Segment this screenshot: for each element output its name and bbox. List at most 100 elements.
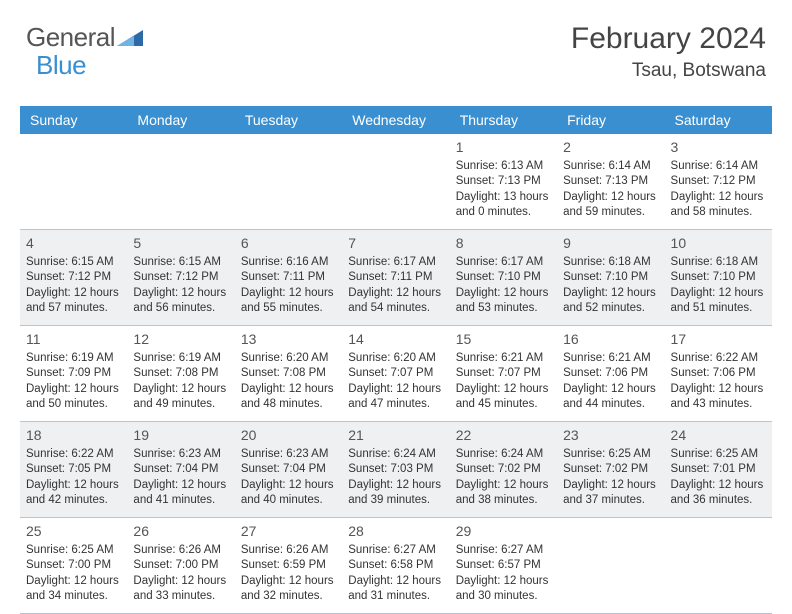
day-number: 10 (671, 234, 766, 253)
calendar-body: 1 Sunrise: 6:13 AMSunset: 7:13 PMDaylight… (20, 134, 772, 614)
day-details: Sunrise: 6:25 AMSunset: 7:00 PMDaylight:… (26, 543, 121, 605)
logo: General (26, 22, 143, 53)
logo-text-blue: Blue (36, 50, 86, 80)
day-details: Sunrise: 6:16 AMSunset: 7:11 PMDaylight:… (241, 255, 336, 317)
day-number: 29 (456, 522, 551, 541)
logo-triangle-icon (117, 24, 143, 51)
day-cell: 3 Sunrise: 6:14 AMSunset: 7:12 PMDaylight… (665, 134, 772, 229)
day-details: Sunrise: 6:27 AMSunset: 6:57 PMDaylight:… (456, 543, 551, 605)
empty-cell (235, 134, 342, 229)
day-details: Sunrise: 6:15 AMSunset: 7:12 PMDaylight:… (133, 255, 228, 317)
day-number: 23 (563, 426, 658, 445)
location: Tsau, Botswana (571, 60, 766, 82)
day-details: Sunrise: 6:19 AMSunset: 7:09 PMDaylight:… (26, 351, 121, 413)
day-number: 2 (563, 138, 658, 157)
day-details: Sunrise: 6:23 AMSunset: 7:04 PMDaylight:… (241, 447, 336, 509)
day-cell: 10 Sunrise: 6:18 AMSunset: 7:10 PMDayligh… (665, 230, 772, 325)
day-cell: 28Sunrise: 6:27 AMSunset: 6:58 PMDayligh… (342, 518, 449, 613)
day-details: Sunrise: 6:25 AMSunset: 7:02 PMDaylight:… (563, 447, 658, 509)
empty-cell (665, 518, 772, 613)
day-cell: 18 Sunrise: 6:22 AMSunset: 7:05 PMDayligh… (20, 422, 127, 517)
day-number: 16 (563, 330, 658, 349)
day-details: Sunrise: 6:20 AMSunset: 7:08 PMDaylight:… (241, 351, 336, 413)
day-details: Sunrise: 6:21 AMSunset: 7:07 PMDaylight:… (456, 351, 551, 413)
day-details: Sunrise: 6:27 AMSunset: 6:58 PMDaylight:… (348, 543, 443, 605)
day-number: 14 (348, 330, 443, 349)
weekday-header: Monday (127, 106, 234, 134)
day-cell: 9Sunrise: 6:18 AMSunset: 7:10 PMDaylight… (557, 230, 664, 325)
header-right: February 2024 Tsau, Botswana (571, 22, 766, 82)
day-number: 26 (133, 522, 228, 541)
day-details: Sunrise: 6:21 AMSunset: 7:06 PMDaylight:… (563, 351, 658, 413)
day-number: 27 (241, 522, 336, 541)
empty-cell (20, 134, 127, 229)
day-number: 6 (241, 234, 336, 253)
weekday-header: Saturday (665, 106, 772, 134)
day-number: 15 (456, 330, 551, 349)
day-number: 17 (671, 330, 766, 349)
day-details: Sunrise: 6:25 AMSunset: 7:01 PMDaylight:… (671, 447, 766, 509)
day-cell: 26 Sunrise: 6:26 AMSunset: 7:00 PMDayligh… (127, 518, 234, 613)
day-details: Sunrise: 6:18 AMSunset: 7:10 PMDaylight:… (671, 255, 766, 317)
day-number: 8 (456, 234, 551, 253)
weekday-row: SundayMondayTuesdayWednesdayThursdayFrid… (20, 106, 772, 134)
day-details: Sunrise: 6:17 AMSunset: 7:10 PMDaylight:… (456, 255, 551, 317)
calendar-week: 18 Sunrise: 6:22 AMSunset: 7:05 PMDayligh… (20, 422, 772, 518)
day-number: 12 (133, 330, 228, 349)
day-number: 21 (348, 426, 443, 445)
day-number: 1 (456, 138, 551, 157)
day-number: 4 (26, 234, 121, 253)
day-details: Sunrise: 6:20 AMSunset: 7:07 PMDaylight:… (348, 351, 443, 413)
weekday-header: Friday (557, 106, 664, 134)
calendar-week: 4 Sunrise: 6:15 AMSunset: 7:12 PMDaylight… (20, 230, 772, 326)
day-cell: 6 Sunrise: 6:16 AMSunset: 7:11 PMDaylight… (235, 230, 342, 325)
day-cell: 20 Sunrise: 6:23 AMSunset: 7:04 PMDayligh… (235, 422, 342, 517)
day-cell: 23 Sunrise: 6:25 AMSunset: 7:02 PMDayligh… (557, 422, 664, 517)
day-details: Sunrise: 6:24 AMSunset: 7:02 PMDaylight:… (456, 447, 551, 509)
day-details: Sunrise: 6:22 AMSunset: 7:05 PMDaylight:… (26, 447, 121, 509)
day-cell: 22Sunrise: 6:24 AMSunset: 7:02 PMDayligh… (450, 422, 557, 517)
day-cell: 8 Sunrise: 6:17 AMSunset: 7:10 PMDaylight… (450, 230, 557, 325)
day-cell: 13Sunrise: 6:20 AMSunset: 7:08 PMDayligh… (235, 326, 342, 421)
day-cell: 1 Sunrise: 6:13 AMSunset: 7:13 PMDaylight… (450, 134, 557, 229)
day-number: 25 (26, 522, 121, 541)
day-details: Sunrise: 6:14 AMSunset: 7:12 PMDaylight:… (671, 159, 766, 221)
day-number: 19 (133, 426, 228, 445)
day-cell: 27Sunrise: 6:26 AMSunset: 6:59 PMDayligh… (235, 518, 342, 613)
day-number: 18 (26, 426, 121, 445)
day-cell: 25 Sunrise: 6:25 AMSunset: 7:00 PMDayligh… (20, 518, 127, 613)
day-number: 24 (671, 426, 766, 445)
day-number: 20 (241, 426, 336, 445)
month-title: February 2024 (571, 22, 766, 56)
day-cell: 12 Sunrise: 6:19 AMSunset: 7:08 PMDayligh… (127, 326, 234, 421)
day-details: Sunrise: 6:19 AMSunset: 7:08 PMDaylight:… (133, 351, 228, 413)
day-cell: 21Sunrise: 6:24 AMSunset: 7:03 PMDayligh… (342, 422, 449, 517)
weekday-header: Wednesday (342, 106, 449, 134)
day-cell: 4 Sunrise: 6:15 AMSunset: 7:12 PMDaylight… (20, 230, 127, 325)
empty-cell (127, 134, 234, 229)
day-details: Sunrise: 6:26 AMSunset: 7:00 PMDaylight:… (133, 543, 228, 605)
empty-cell (557, 518, 664, 613)
calendar-week: 1 Sunrise: 6:13 AMSunset: 7:13 PMDaylight… (20, 134, 772, 230)
day-details: Sunrise: 6:17 AMSunset: 7:11 PMDaylight:… (348, 255, 443, 317)
day-details: Sunrise: 6:15 AMSunset: 7:12 PMDaylight:… (26, 255, 121, 317)
day-cell: 14 Sunrise: 6:20 AMSunset: 7:07 PMDayligh… (342, 326, 449, 421)
day-cell: 7Sunrise: 6:17 AMSunset: 7:11 PMDaylight… (342, 230, 449, 325)
day-cell: 29 Sunrise: 6:27 AMSunset: 6:57 PMDayligh… (450, 518, 557, 613)
day-cell: 17Sunrise: 6:22 AMSunset: 7:06 PMDayligh… (665, 326, 772, 421)
calendar: SundayMondayTuesdayWednesdayThursdayFrid… (20, 106, 772, 614)
weekday-header: Tuesday (235, 106, 342, 134)
weekday-header: Thursday (450, 106, 557, 134)
weekday-header: Sunday (20, 106, 127, 134)
day-number: 11 (26, 330, 121, 349)
empty-cell (342, 134, 449, 229)
day-details: Sunrise: 6:18 AMSunset: 7:10 PMDaylight:… (563, 255, 658, 317)
day-details: Sunrise: 6:13 AMSunset: 7:13 PMDaylight:… (456, 159, 551, 221)
day-cell: 2 Sunrise: 6:14 AMSunset: 7:13 PMDaylight… (557, 134, 664, 229)
day-cell: 15 Sunrise: 6:21 AMSunset: 7:07 PMDayligh… (450, 326, 557, 421)
day-details: Sunrise: 6:14 AMSunset: 7:13 PMDaylight:… (563, 159, 658, 221)
day-number: 3 (671, 138, 766, 157)
day-cell: 5Sunrise: 6:15 AMSunset: 7:12 PMDaylight… (127, 230, 234, 325)
day-details: Sunrise: 6:23 AMSunset: 7:04 PMDaylight:… (133, 447, 228, 509)
day-cell: 19 Sunrise: 6:23 AMSunset: 7:04 PMDayligh… (127, 422, 234, 517)
